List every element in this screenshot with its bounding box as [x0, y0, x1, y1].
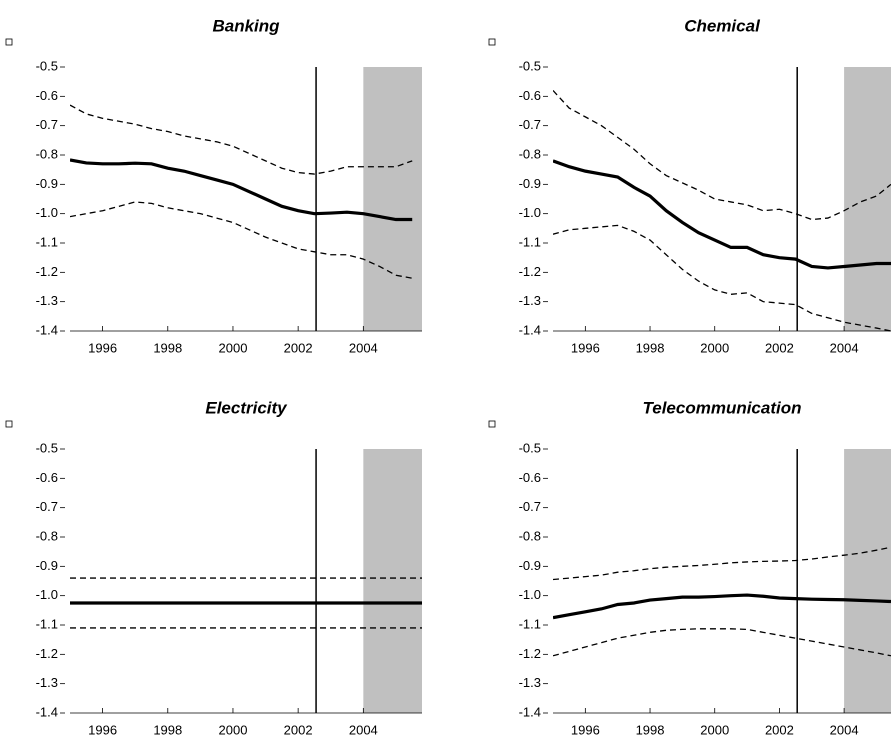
- plot-area: [70, 449, 422, 713]
- y-tick-label: -0.9: [519, 558, 541, 573]
- band-line: [553, 628, 891, 657]
- plot-area: [553, 67, 891, 332]
- y-tick-label: -0.6: [519, 88, 541, 103]
- y-tick-label: -1.4: [36, 322, 58, 337]
- y-tick-label: -1.3: [519, 675, 541, 690]
- x-tick-label: 1996: [571, 722, 600, 736]
- x-tick-label: 1998: [636, 340, 665, 355]
- x-tick-label: 2002: [284, 340, 313, 355]
- x-tick-label: 2002: [765, 340, 794, 355]
- y-tick-label: -1.0: [519, 205, 541, 220]
- y-tick-label: -1.2: [36, 646, 58, 661]
- y-tick-label: -0.5: [36, 440, 58, 455]
- x-tick-label: 2000: [700, 340, 729, 355]
- y-tick-label: -0.5: [519, 58, 541, 73]
- y-tick-label: -0.7: [36, 499, 58, 514]
- y-tick-label: -0.9: [36, 558, 58, 573]
- y-tick-label: -0.8: [36, 528, 58, 543]
- x-tick-label: 1998: [636, 722, 665, 736]
- x-tick-label: 1996: [88, 340, 117, 355]
- x-tick-label: 2002: [765, 722, 794, 736]
- y-tick-label: -0.9: [36, 176, 58, 191]
- y-tick-label: -1.3: [36, 293, 58, 308]
- x-tick-label: 2004: [830, 340, 859, 355]
- band-line: [70, 104, 413, 175]
- band-line: [553, 224, 891, 332]
- y-tick-label: -0.6: [519, 470, 541, 485]
- y-tick-label: -1.4: [519, 322, 541, 337]
- x-tick-label: 1998: [153, 722, 182, 736]
- chart-title: Banking: [212, 16, 280, 35]
- corner-box: [5, 38, 13, 46]
- y-tick-label: -1.2: [519, 264, 541, 279]
- y-tick-label: -1.1: [36, 616, 58, 631]
- plot-area: [553, 449, 891, 713]
- y-tick-label: -1.1: [519, 234, 541, 249]
- x-tick-label: 1998: [153, 340, 182, 355]
- band-line: [553, 90, 891, 221]
- forecast-shade: [844, 67, 891, 331]
- plot-area: [70, 67, 422, 331]
- y-tick-label: -1.2: [519, 646, 541, 661]
- y-tick-label: -1.4: [36, 704, 58, 719]
- y-tick-label: -0.9: [519, 176, 541, 191]
- chart-title: Electricity: [205, 398, 288, 417]
- y-tick-label: -1.0: [36, 587, 58, 602]
- x-tick-label: 2004: [349, 722, 378, 736]
- x-tick-label: 2000: [219, 722, 248, 736]
- y-tick-label: -0.8: [519, 146, 541, 161]
- y-tick-label: -1.4: [519, 704, 541, 719]
- x-tick-label: 1996: [88, 722, 117, 736]
- y-tick-label: -1.3: [36, 675, 58, 690]
- band-line: [70, 201, 413, 279]
- y-tick-label: -1.0: [36, 205, 58, 220]
- x-tick-label: 2004: [830, 722, 859, 736]
- y-tick-label: -0.7: [519, 499, 541, 514]
- x-tick-label: 2002: [284, 722, 313, 736]
- x-tick-label: 1996: [571, 340, 600, 355]
- panel: Electricity -0.5 -0.6 -0.7 -0.8 -0.9 -1.0 -1.1 -…: [5, 398, 422, 736]
- forecast-shade: [363, 449, 422, 713]
- y-tick-label: -0.8: [519, 528, 541, 543]
- corner-box: [488, 420, 496, 428]
- y-tick-label: -0.6: [36, 88, 58, 103]
- chart-title: Telecommunication: [642, 398, 801, 417]
- estimate-line: [553, 159, 891, 270]
- y-tick-label: -1.3: [519, 293, 541, 308]
- y-tick-label: -0.6: [36, 470, 58, 485]
- chart-title: Chemical: [684, 16, 761, 35]
- y-tick-label: -1.0: [519, 587, 541, 602]
- y-tick-label: -1.1: [519, 616, 541, 631]
- y-tick-label: -1.2: [36, 264, 58, 279]
- y-tick-label: -0.5: [519, 440, 541, 455]
- x-tick-label: 2000: [700, 722, 729, 736]
- y-tick-label: -0.7: [519, 117, 541, 132]
- estimate-line: [70, 158, 413, 222]
- y-tick-label: -0.5: [36, 58, 58, 73]
- panel: Chemical -0.5 -0.6 -0.7 -0.8 -0.9 -1.0 -1.1 -1.2…: [488, 16, 891, 355]
- corner-box: [5, 420, 13, 428]
- estimate-line: [553, 593, 891, 620]
- band-line: [553, 546, 891, 581]
- y-tick-label: -0.7: [36, 117, 58, 132]
- corner-box: [488, 38, 496, 46]
- forecast-shade: [844, 449, 891, 713]
- panel: Banking -0.5 -0.6 -0.7 -0.8 -0.9 -1.0 -1.1 -1.2 -…: [5, 16, 422, 355]
- y-tick-label: -1.1: [36, 234, 58, 249]
- panel: Telecommunication -0.5 -0.6 -0.7 -0.8 -0.9 -1.…: [488, 398, 891, 736]
- x-tick-label: 2000: [219, 340, 248, 355]
- x-tick-label: 2004: [349, 340, 378, 355]
- y-tick-label: -0.8: [36, 146, 58, 161]
- forecast-shade: [363, 67, 422, 331]
